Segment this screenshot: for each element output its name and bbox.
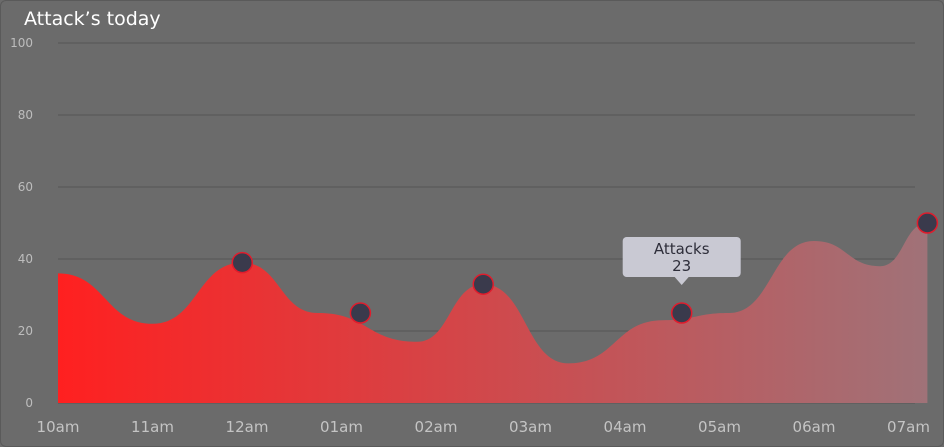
x-tick-label: 01am xyxy=(320,418,363,436)
data-point-marker[interactable] xyxy=(670,302,693,324)
y-tick-label: 0 xyxy=(25,396,33,410)
x-tick-label: 11am xyxy=(131,418,174,436)
tooltip-box xyxy=(622,237,741,277)
tooltip: Attacks 23 xyxy=(622,237,741,285)
attacks-area xyxy=(58,223,928,403)
chart-title: Attack’s today xyxy=(24,8,161,30)
x-axis: 10am 11am 12am 01am 02am 03am 04am 05am 06am 07am xyxy=(37,418,930,436)
x-tick-label: 03am xyxy=(509,418,552,436)
data-markers xyxy=(231,212,939,324)
y-axis: 0 20 40 60 80 100 xyxy=(10,36,33,410)
tooltip-label: Attacks xyxy=(654,240,710,258)
y-tick-label: 40 xyxy=(18,252,33,266)
y-tick-label: 100 xyxy=(10,36,33,50)
data-point-marker[interactable] xyxy=(231,251,254,274)
x-tick-label: 07am xyxy=(887,418,930,436)
y-tick-label: 20 xyxy=(18,324,33,338)
x-tick-label: 02am xyxy=(415,418,458,436)
x-tick-label: 06am xyxy=(793,418,836,436)
data-point-marker[interactable] xyxy=(916,212,939,234)
x-tick-label: 04am xyxy=(604,418,647,436)
data-point-marker[interactable] xyxy=(472,273,494,295)
data-point-marker[interactable] xyxy=(349,302,372,324)
tooltip-value: 23 xyxy=(672,257,691,275)
tooltip-arrow xyxy=(674,277,689,285)
y-tick-label: 80 xyxy=(18,108,33,122)
x-tick-label: 12am xyxy=(226,418,269,436)
x-tick-label: 05am xyxy=(698,418,741,436)
y-tick-label: 60 xyxy=(18,180,33,194)
x-tick-label: 10am xyxy=(37,418,80,436)
